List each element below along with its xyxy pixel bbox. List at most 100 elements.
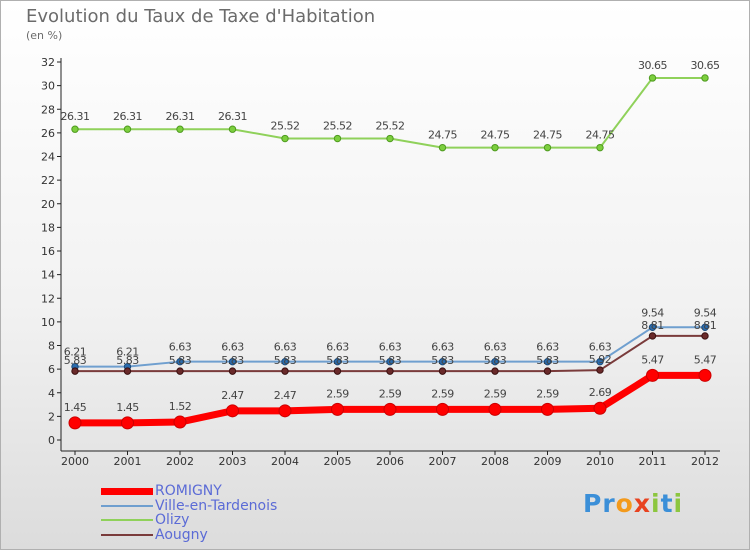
data-point-aougny [596,366,604,374]
data-label-ville-en-tardenois: 6.63 [431,341,454,354]
x-tick-label: 2009 [534,455,562,468]
data-point-ville-en-tardenois [648,323,657,332]
data-label-romigny: 2.59 [379,387,402,400]
data-label-romigny: 5.47 [641,353,664,366]
x-tick-label: 2004 [271,455,299,468]
y-tick-label: 6 [48,363,55,376]
chart-title: Evolution du Taux de Taxe d'Habitation [26,6,376,27]
data-label-olizy: 25.52 [271,120,300,133]
legend-item: Aougny [101,528,277,543]
x-tick-label: 2008 [481,455,509,468]
y-tick-label: 10 [41,316,55,329]
data-point-olizy [543,143,552,152]
x-tick-label: 2001 [114,455,142,468]
data-point-aougny [71,367,79,375]
data-label-aougny: 5.83 [64,354,87,367]
legend-item: Olizy [101,513,277,528]
data-point-olizy [596,143,604,152]
data-label-aougny: 5.83 [221,354,244,367]
data-label-romigny: 2.47 [274,389,297,402]
data-label-ville-en-tardenois: 6.63 [484,341,507,354]
data-label-olizy: 24.75 [533,129,562,142]
y-tick-label: 16 [41,245,55,258]
data-point-romigny [488,402,502,416]
data-point-ville-en-tardenois [281,357,289,366]
data-label-aougny: 5.83 [536,354,559,367]
data-point-romigny [278,404,292,418]
data-label-aougny: 5.83 [326,354,349,367]
data-point-aougny [648,332,657,340]
data-point-romigny [698,368,712,382]
data-label-romigny: 1.52 [169,400,192,413]
data-point-romigny [331,402,344,416]
y-tick-label: 20 [41,198,55,211]
x-tick-label: 2003 [219,455,247,468]
x-tick-label: 2006 [376,455,404,468]
data-label-olizy: 26.31 [166,110,195,123]
legend-swatch [101,533,153,536]
data-point-olizy [491,143,499,152]
legend-label: Olizy [155,512,190,529]
data-label-olizy: 26.31 [61,110,90,123]
data-point-romigny [226,404,239,418]
data-label-ville-en-tardenois: 6.63 [536,341,559,354]
data-point-romigny [436,402,449,416]
data-label-olizy: 26.31 [218,110,247,123]
x-tick-label: 2012 [691,455,719,468]
data-point-olizy [123,125,132,133]
y-tick-label: 18 [41,221,55,234]
data-label-ville-en-tardenois: 6.63 [379,341,402,354]
logo-letter: t [660,489,674,518]
legend-label: Aougny [155,526,208,543]
data-label-ville-en-tardenois: 6.63 [274,341,297,354]
data-point-aougny [333,367,342,375]
y-tick-label: 12 [41,292,55,305]
legend-item: ROMIGNY [101,484,277,499]
y-tick-label: 32 [41,56,55,69]
data-label-aougny: 5.83 [431,354,454,367]
data-label-romigny: 1.45 [64,401,87,414]
data-point-romigny [541,402,554,416]
data-point-olizy [386,134,394,143]
legend-swatch [101,519,153,522]
data-point-romigny [121,416,134,430]
data-label-ville-en-tardenois: 6.21 [64,346,87,359]
data-label-aougny: 5.83 [379,354,402,367]
data-label-olizy: 26.31 [113,110,142,123]
y-tick-label: 28 [41,103,55,116]
data-point-ville-en-tardenois [701,323,709,332]
data-point-aougny [228,367,237,375]
chart-subtitle: (en %) [26,29,63,42]
data-point-ville-en-tardenois [438,357,447,366]
y-tick-label: 0 [48,434,55,447]
data-label-aougny: 8.81 [694,319,717,332]
data-point-ville-en-tardenois [176,357,184,366]
data-label-ville-en-tardenois: 9.54 [694,306,717,319]
legend-label: Ville-en-Tardenois [155,497,278,514]
data-point-olizy [228,125,237,133]
data-point-aougny [491,367,499,375]
data-label-aougny: 8.81 [641,319,664,332]
data-label-romigny: 2.47 [221,389,244,402]
data-label-aougny: 5.92 [589,353,612,366]
legend-item: Ville-en-Tardenois [101,499,277,514]
data-label-olizy: 24.75 [586,129,615,142]
logo-letter: r [602,489,616,518]
data-point-ville-en-tardenois [386,357,394,366]
x-tick-label: 2005 [324,455,352,468]
y-tick-label: 4 [48,387,55,400]
y-tick-label: 24 [41,151,55,164]
chart-legend: ROMIGNY Ville-en-Tardenois Olizy Aougny [101,484,277,542]
data-label-ville-en-tardenois: 6.21 [116,346,139,359]
data-label-romigny: 2.59 [326,387,349,400]
data-point-aougny [281,367,289,375]
data-point-ville-en-tardenois [333,357,342,366]
x-tick-label: 2000 [61,455,89,468]
data-point-aougny [438,367,447,375]
data-label-ville-en-tardenois: 9.54 [641,306,664,319]
data-point-aougny [701,332,709,340]
data-point-olizy [438,143,447,152]
data-label-olizy: 30.65 [638,59,667,72]
